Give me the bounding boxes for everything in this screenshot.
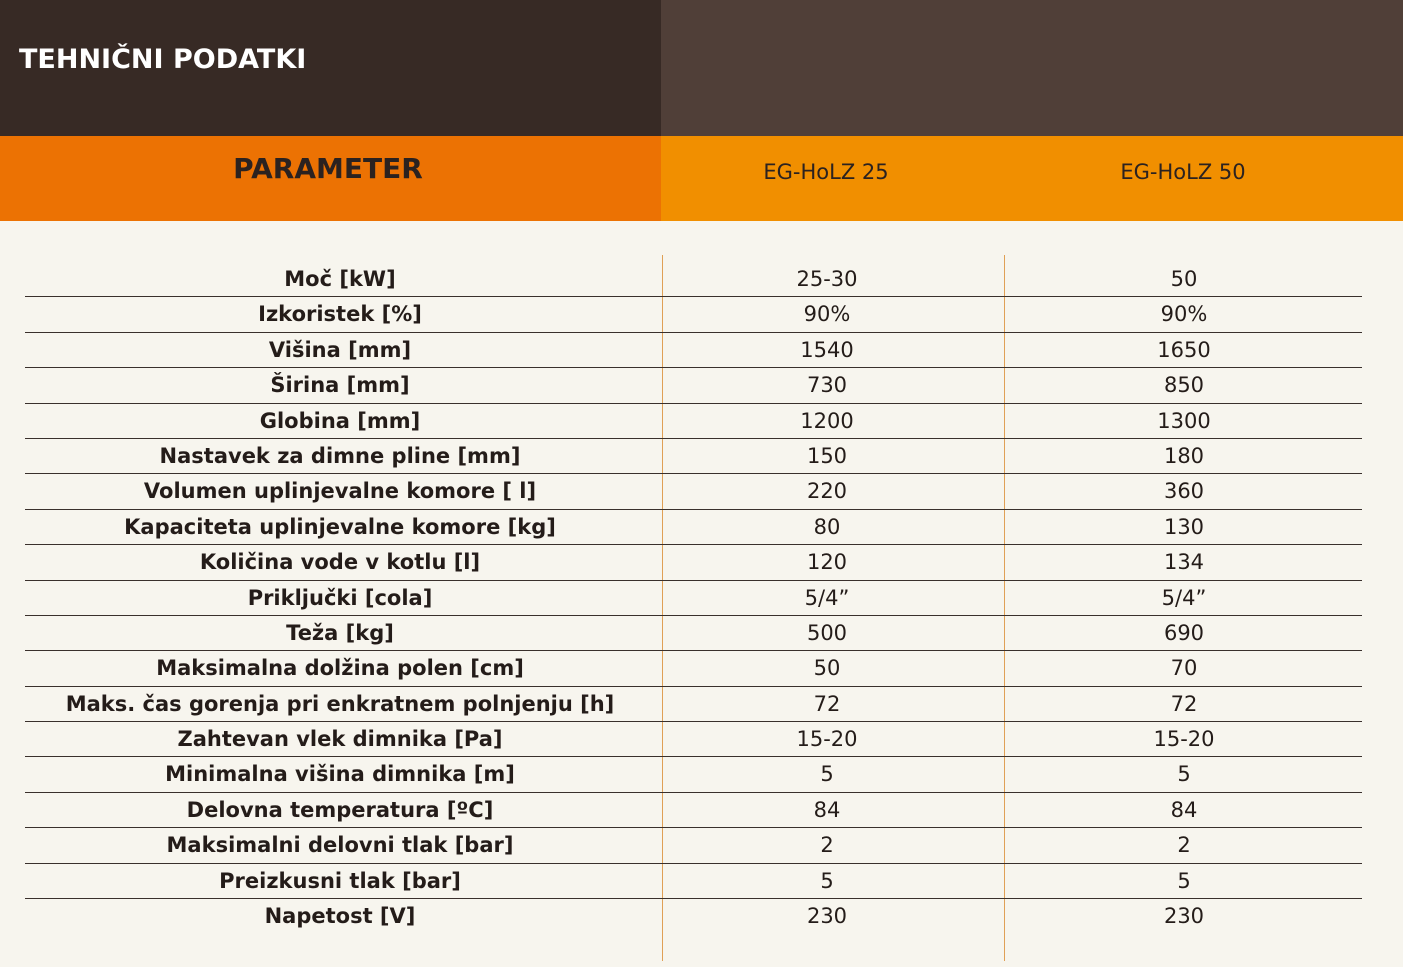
parameter-cell: Maksimalni delovni tlak [bar] (166, 833, 514, 858)
value-cell-model-2: 690 (1163, 620, 1205, 645)
table-row: Volumen uplinjevalne komore [ l] 220 360 (25, 474, 1362, 510)
parameter-cell: Maksimalna dolžina polen [cm] (156, 656, 524, 681)
table-row: Maksimalna dolžina polen [cm] 50 70 (25, 651, 1362, 687)
value-cell-model-2: 850 (1163, 373, 1205, 398)
value-cell-model-1: 1540 (800, 337, 854, 362)
parameter-cell: Preizkusni tlak [bar] (219, 868, 461, 893)
value-cell-model-1: 5/4” (804, 585, 850, 610)
value-cell-model-1: 15-20 (796, 727, 858, 752)
table-row: Napetost [V] 230 230 (25, 899, 1362, 934)
value-cell-model-1: 80 (813, 514, 841, 539)
value-cell-model-1: 120 (806, 550, 848, 575)
table-row: Globina [mm] 1200 1300 (25, 404, 1362, 439)
value-cell-model-1: 5 (820, 868, 834, 893)
table-row: Teža [kg] 500 690 (25, 616, 1362, 652)
page-title: TEHNIČNI PODATKI (19, 44, 307, 75)
parameter-cell: Delovna temperatura [ºC] (186, 797, 494, 822)
value-cell-model-1: 25-30 (796, 267, 858, 291)
column-divider (1004, 255, 1005, 961)
value-cell-model-2: 130 (1163, 514, 1205, 539)
parameter-cell: Volumen uplinjevalne komore [ l] (143, 479, 537, 504)
parameter-cell: Maks. čas gorenja pri enkratnem polnjenj… (65, 691, 615, 716)
table-row: Preizkusni tlak [bar] 5 5 (25, 864, 1362, 900)
value-cell-model-1: 500 (806, 620, 848, 645)
table-row: Priključki [cola] 5/4” 5/4” (25, 581, 1362, 616)
value-cell-model-1: 5 (820, 762, 834, 787)
parameter-cell: Priključki [cola] (247, 585, 433, 610)
parameter-cell: Minimalna višina dimnika [m] (165, 762, 515, 787)
value-cell-model-2: 5 (1177, 868, 1191, 893)
value-cell-model-1: 72 (813, 691, 841, 716)
parameter-cell: Izkoristek [%] (258, 302, 422, 327)
column-divider (662, 255, 663, 961)
parameter-cell: Zahtevan vlek dimnika [Pa] (177, 727, 503, 752)
title-bar-right (661, 0, 1403, 136)
value-cell-model-1: 84 (813, 797, 841, 822)
value-cell-model-2: 230 (1163, 904, 1205, 929)
table-row: Izkoristek [%] 90% 90% (25, 297, 1362, 333)
value-cell-model-1: 220 (806, 479, 848, 504)
table-row: Moč [kW] 25-30 50 (25, 262, 1362, 298)
header-models-cell (661, 136, 1403, 221)
value-cell-model-2: 360 (1163, 479, 1205, 504)
title-bar (0, 0, 661, 136)
value-cell-model-2: 50 (1170, 267, 1198, 291)
parameter-cell: Kapaciteta uplinjevalne komore [kg] (124, 514, 556, 539)
parameter-cell: Višina [mm] (268, 337, 412, 362)
value-cell-model-2: 84 (1170, 797, 1198, 822)
table-row: Maks. čas gorenja pri enkratnem polnjenj… (25, 687, 1362, 723)
value-cell-model-2: 70 (1170, 656, 1198, 681)
value-cell-model-2: 5/4” (1161, 585, 1207, 610)
table-row: Maksimalni delovni tlak [bar] 2 2 (25, 828, 1362, 864)
value-cell-model-1: 150 (806, 443, 848, 468)
model-column-header-2: EG-HoLZ 50 (1120, 160, 1246, 184)
spec-table: Moč [kW] 25-30 50 Izkoristek [%] 90% 90% Višin… (25, 262, 1362, 934)
table-row: Minimalna višina dimnika [m] 5 5 (25, 757, 1362, 793)
parameter-cell: Napetost [V] (264, 904, 416, 929)
table-row: Delovna temperatura [ºC] 84 84 (25, 793, 1362, 829)
header-parameter-cell (0, 136, 661, 221)
parameter-column-header: PARAMETER (233, 152, 423, 185)
parameter-cell: Globina [mm] (259, 408, 421, 433)
value-cell-model-2: 134 (1163, 550, 1205, 575)
parameter-cell: Širina [mm] (270, 373, 410, 398)
parameter-cell: Količina vode v kotlu [l] (199, 550, 481, 575)
value-cell-model-2: 2 (1177, 833, 1191, 858)
value-cell-model-2: 15-20 (1153, 727, 1215, 752)
value-cell-model-1: 1200 (800, 408, 854, 433)
value-cell-model-2: 1650 (1157, 337, 1211, 362)
value-cell-model-2: 1300 (1157, 408, 1211, 433)
table-row: Kapaciteta uplinjevalne komore [kg] 80 130 (25, 510, 1362, 546)
table-row: Višina [mm] 1540 1650 (25, 333, 1362, 369)
parameter-cell: Nastavek za dimne pline [mm] (159, 443, 521, 468)
value-cell-model-2: 72 (1170, 691, 1198, 716)
parameter-cell: Teža [kg] (286, 620, 394, 645)
table-row: Nastavek za dimne pline [mm] 150 180 (25, 439, 1362, 475)
value-cell-model-1: 730 (806, 373, 848, 398)
value-cell-model-1: 2 (820, 833, 834, 858)
value-cell-model-2: 5 (1177, 762, 1191, 787)
value-cell-model-1: 90% (803, 302, 851, 327)
table-row: Zahtevan vlek dimnika [Pa] 15-20 15-20 (25, 722, 1362, 758)
parameter-cell: Moč [kW] (284, 267, 396, 291)
value-cell-model-2: 90% (1160, 302, 1208, 327)
table-row: Količina vode v kotlu [l] 120 134 (25, 545, 1362, 581)
model-column-header-1: EG-HoLZ 25 (763, 160, 889, 184)
table-row: Širina [mm] 730 850 (25, 368, 1362, 404)
value-cell-model-1: 230 (806, 904, 848, 929)
value-cell-model-2: 180 (1163, 443, 1205, 468)
value-cell-model-1: 50 (813, 656, 841, 681)
